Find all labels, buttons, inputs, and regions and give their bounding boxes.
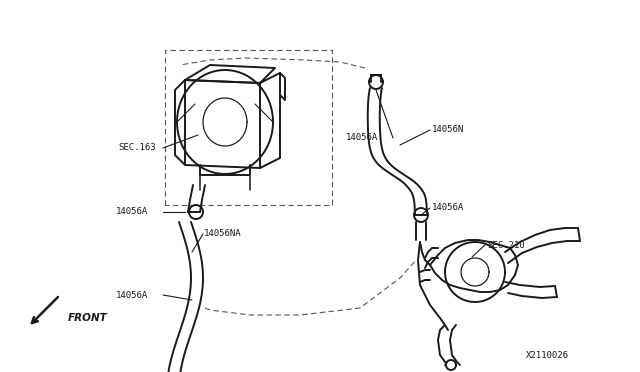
Text: SEC.163: SEC.163: [118, 144, 156, 153]
Text: 14056A: 14056A: [346, 134, 378, 142]
Text: 14056NA: 14056NA: [204, 230, 242, 238]
Text: X2110026: X2110026: [526, 352, 569, 360]
Circle shape: [446, 360, 456, 370]
Text: SEC.210: SEC.210: [487, 241, 525, 250]
Text: 14056A: 14056A: [116, 291, 148, 299]
Text: 14056N: 14056N: [432, 125, 464, 135]
Text: 14056A: 14056A: [116, 208, 148, 217]
Text: FRONT: FRONT: [68, 313, 108, 323]
Text: 14056A: 14056A: [432, 203, 464, 212]
